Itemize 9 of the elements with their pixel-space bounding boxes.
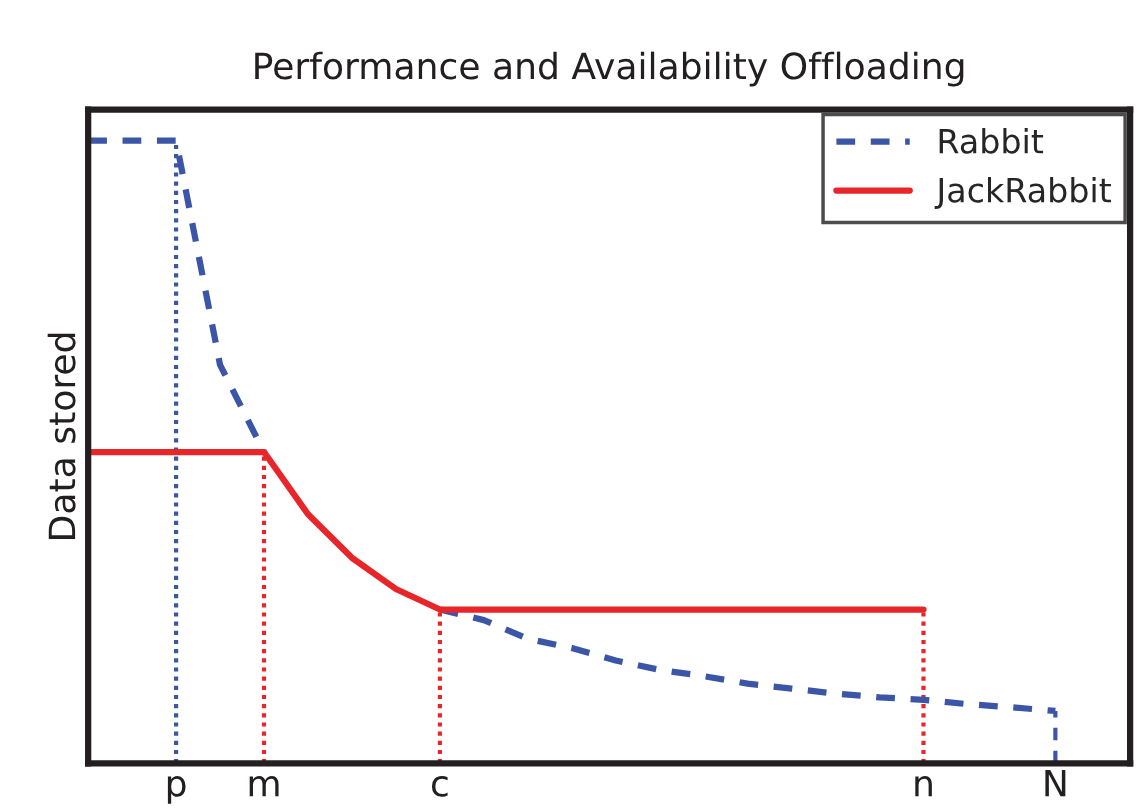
x-tick-label: n [915, 776, 932, 797]
x-tick-label: N [1045, 769, 1066, 797]
legend-label: Rabbit [939, 127, 1044, 154]
legend-label: JackRabbit [934, 176, 1111, 209]
y-axis-title: Data stored [47, 333, 76, 539]
x-tick-label: m [249, 776, 279, 797]
chart-title: Performance and Availability Offloading [255, 51, 964, 87]
x-tick-label: p [167, 776, 186, 804]
x-tick-label: c [431, 776, 448, 797]
